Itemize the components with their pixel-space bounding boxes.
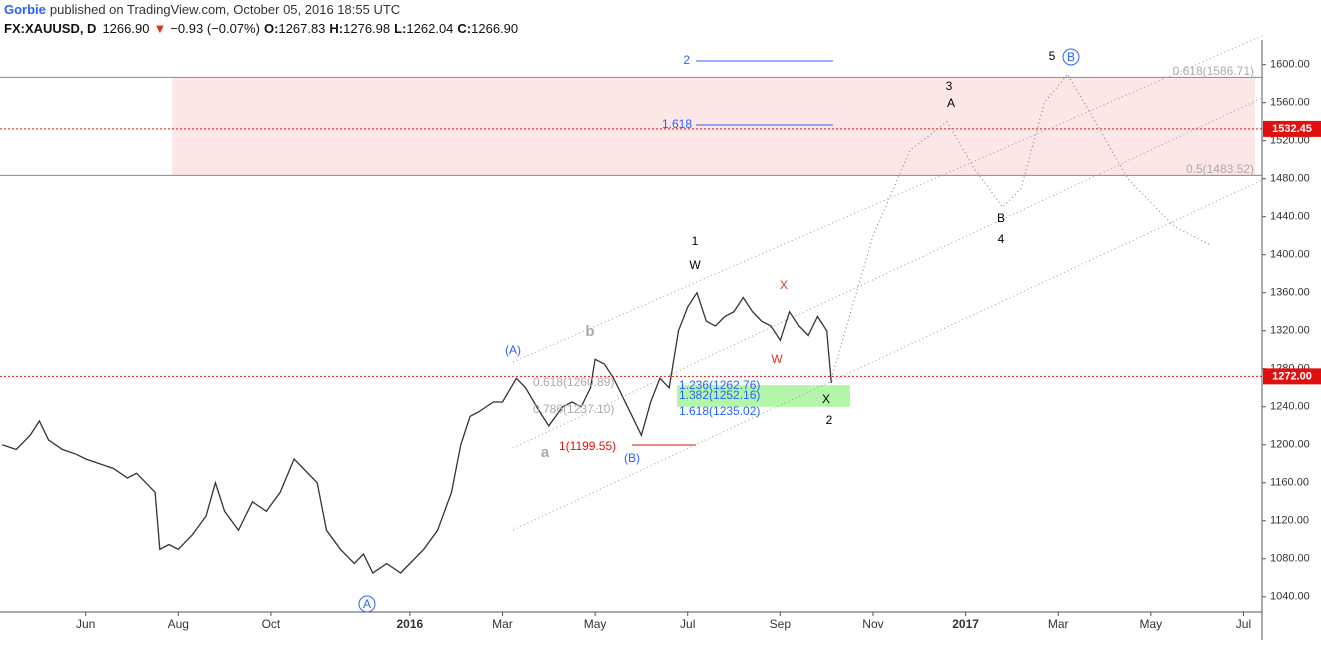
last: 1266.90 xyxy=(102,21,149,36)
y-tick-label: 1120.00 xyxy=(1270,515,1309,527)
x-tick-label: Sep xyxy=(770,617,792,631)
zone xyxy=(172,77,1255,176)
arrow: ▼ xyxy=(153,21,166,36)
c: 1266.90 xyxy=(471,21,518,36)
wave-label: X xyxy=(822,392,830,406)
x-tick-label: Jul xyxy=(1236,617,1251,631)
y-tick-label: 1200.00 xyxy=(1270,439,1310,451)
x-tick-label: Mar xyxy=(492,617,513,631)
symbol: FX:XAUUSD, D xyxy=(4,21,96,36)
x-tick-label: May xyxy=(1140,617,1163,631)
y-tick-label: 1600.00 xyxy=(1270,59,1310,71)
wave-label: (A) xyxy=(505,343,521,357)
l-label: L: xyxy=(394,21,406,36)
x-tick-label: Aug xyxy=(168,617,189,631)
header-line2: FX:XAUUSD, D 1266.90 ▼ −0.93 (−0.07%) O:1267… xyxy=(4,21,518,36)
author[interactable]: Gorbie xyxy=(4,2,46,17)
x-tick-label: Nov xyxy=(862,617,883,631)
wave-label: a xyxy=(541,444,550,461)
channel-lines xyxy=(512,35,1263,531)
circle xyxy=(358,595,376,613)
fib-label: 2 xyxy=(683,53,690,67)
y-tick-label: 1560.00 xyxy=(1270,97,1310,109)
y-tick-label: 1160.00 xyxy=(1270,477,1309,489)
fib-label: 1.618 xyxy=(662,117,692,131)
annotations: 1 W 3 A 5 B X W B 4 b a (A) (B) A X 2 2 … xyxy=(358,48,1254,613)
price-label-box xyxy=(1263,120,1321,137)
y-tick-label: 1520.00 xyxy=(1270,135,1310,147)
wave-label: 5 xyxy=(1049,49,1056,63)
h-label: H: xyxy=(329,21,343,36)
o: 1267.83 xyxy=(278,21,325,36)
wave-label: 3 xyxy=(946,79,953,93)
o-label: O: xyxy=(264,21,278,36)
x-tick-label: Jul xyxy=(680,617,695,631)
wave-label: A xyxy=(363,597,371,611)
h: 1276.98 xyxy=(343,21,390,36)
y-tick-label: 1040.00 xyxy=(1270,591,1310,603)
plot xyxy=(0,73,1262,574)
y-tick-label: 1480.00 xyxy=(1270,173,1310,185)
fib-label: 1.382(1252.16) xyxy=(679,388,760,402)
fib-label: 1(1199.55) xyxy=(559,439,616,453)
fib-label: 0.618(1260.89) xyxy=(533,375,614,389)
published: published on TradingView.com, October 05… xyxy=(50,2,400,17)
x-tick-label: Jun xyxy=(76,617,95,631)
x-tick-label: 2016 xyxy=(397,617,424,631)
fib-label: 0.5(1483.52) xyxy=(1186,162,1254,176)
y-tick-label: 1400.00 xyxy=(1270,249,1310,261)
y-tick-label: 1360.00 xyxy=(1270,287,1310,299)
wave-label: (B) xyxy=(624,451,640,465)
wave-label: B xyxy=(1067,50,1075,64)
c-label: C: xyxy=(457,21,471,36)
wave-label: A xyxy=(947,96,955,110)
fib-label: 1.236(1262.76) xyxy=(679,378,760,392)
change: −0.93 (−0.07%) xyxy=(170,21,260,36)
fib-label: 0.618(1586.71) xyxy=(1173,64,1254,78)
x-tick-label: May xyxy=(584,617,607,631)
header-line1: Gorbie published on TradingView.com, Octo… xyxy=(4,2,400,17)
fib-lines xyxy=(632,60,833,446)
l: 1262.04 xyxy=(406,21,453,36)
wave-label: b xyxy=(585,323,594,340)
wave-label: X xyxy=(780,278,788,292)
x-tick-label: 2017 xyxy=(952,617,979,631)
wave-label: 4 xyxy=(998,232,1005,246)
circle xyxy=(1062,48,1080,66)
y-tick-label: 1240.00 xyxy=(1270,401,1310,413)
price-label-box xyxy=(1263,368,1321,385)
x-tick-label: Mar xyxy=(1048,617,1069,631)
fib-label: 0.786(1237.10) xyxy=(533,402,614,416)
y-tick-label: 1080.00 xyxy=(1270,553,1310,565)
wave-label: B xyxy=(997,211,1005,225)
wave-label: 1 xyxy=(692,234,699,248)
x-tick-label: Oct xyxy=(262,617,281,631)
price-label: 1272.00 xyxy=(1272,370,1312,382)
price-line xyxy=(2,291,832,574)
y-tick-label: 1320.00 xyxy=(1270,325,1310,337)
y-tick-label: 1440.00 xyxy=(1270,211,1310,223)
price-label: 1532.45 xyxy=(1272,123,1312,135)
fib-label: 1.618(1235.02) xyxy=(679,404,760,418)
wave-label: W xyxy=(689,258,701,272)
wave-label: W xyxy=(771,352,783,366)
zone xyxy=(677,385,850,407)
wave-label: 2 xyxy=(826,413,833,427)
